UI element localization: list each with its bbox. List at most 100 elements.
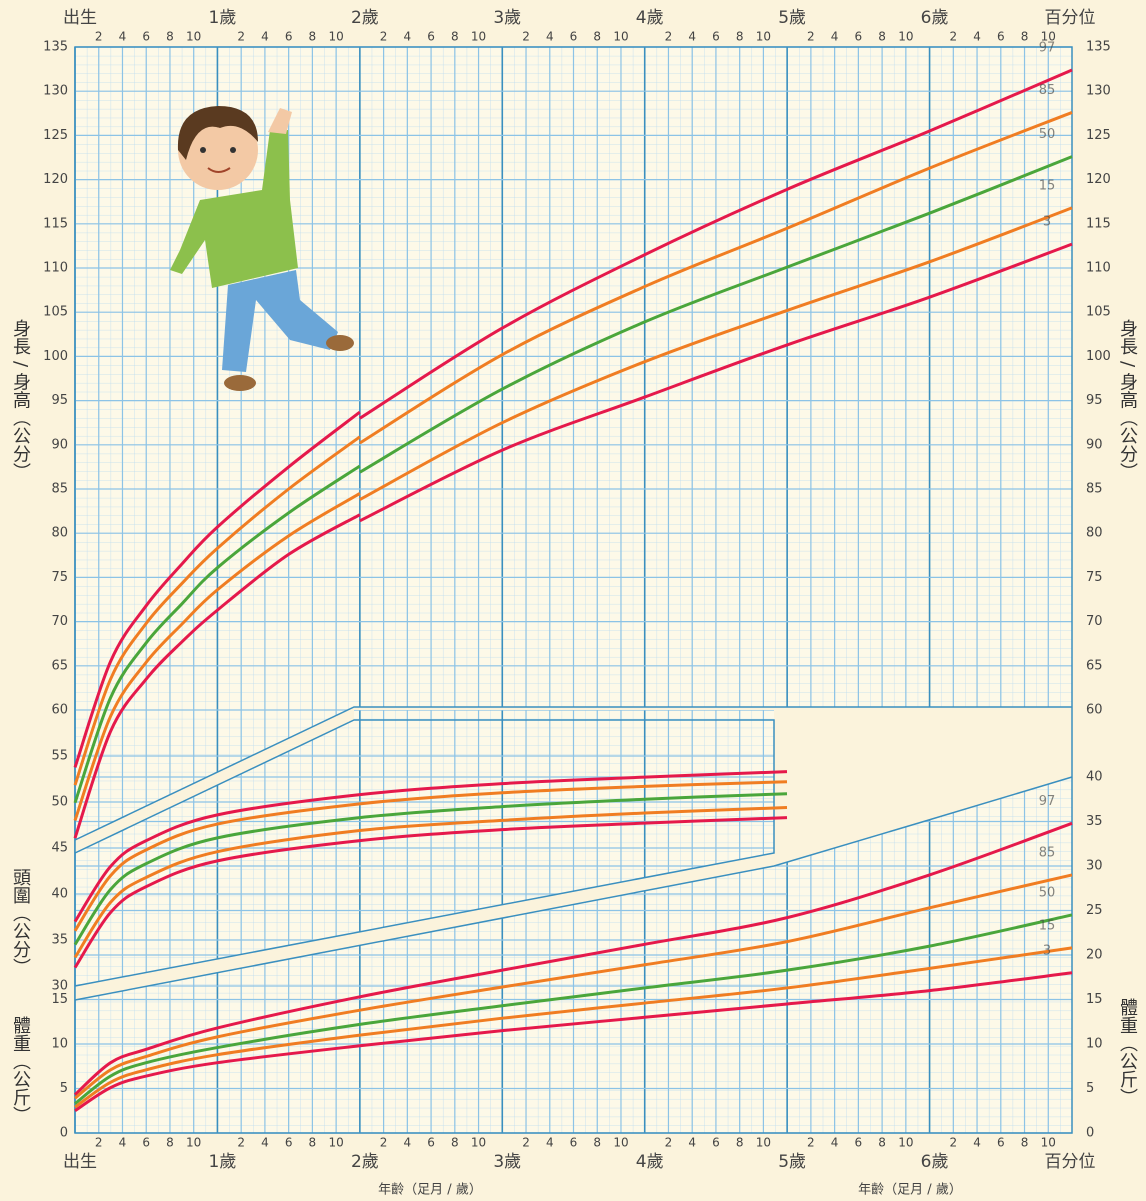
y-tick-label: 75 [51,570,68,585]
y-axis-title: 頭圍（公分） [10,868,31,976]
y-tick-label: 10 [51,1037,68,1052]
y-tick-label: 50 [51,795,68,810]
x-minor-tick-label: 6 [712,1136,720,1150]
x-minor-tick-label: 10 [613,30,628,44]
y-tick-label: 80 [1086,526,1103,541]
x-minor-tick-label: 8 [736,1136,744,1150]
legend-title: 百分位 [1045,8,1096,28]
series-label: 3 [1043,215,1051,230]
x-minor-tick-label: 6 [855,1136,863,1150]
x-minor-tick-label: 2 [380,30,388,44]
x-minor-tick-label: 8 [878,30,886,44]
x-minor-tick-label: 4 [404,30,412,44]
percentile-curve [73,806,788,959]
x-minor-tick-label: 6 [427,30,435,44]
x-minor-tick-label: 4 [119,30,127,44]
percentile-curve [73,780,788,932]
series-label: 15 [1039,178,1056,193]
x-minor-tick-label: 10 [328,1136,343,1150]
x-minor-tick-label: 8 [451,30,459,44]
x-minor-tick-label: 10 [471,1136,486,1150]
y-tick-label: 70 [51,614,68,629]
y-tick-label: 60 [1086,703,1103,718]
y-tick-label: 95 [1086,393,1103,408]
y-tick-label: 105 [1086,305,1111,320]
x-minor-tick-label: 2 [380,1136,388,1150]
x-tick-label: 出生 [63,1152,97,1172]
legend-title: 百分位 [1045,1152,1096,1172]
x-tick-label: 1歲 [209,8,237,28]
y-tick-label: 85 [1086,482,1103,497]
x-minor-tick-label: 6 [427,1136,435,1150]
x-minor-tick-label: 10 [1041,1136,1056,1150]
x-minor-tick-label: 10 [186,30,201,44]
y-axis-title: 身長 / 身高（公分） [10,319,31,481]
y-tick-label: 90 [1086,437,1103,452]
y-tick-label: 5 [60,1081,68,1096]
x-minor-tick-label: 2 [95,1136,103,1150]
series-label: 97 [1039,40,1056,55]
x-minor-tick-label: 2 [237,30,245,44]
y-tick-label: 85 [51,482,68,497]
y-tick-label: 35 [51,933,68,948]
x-minor-tick-label: 10 [613,1136,628,1150]
x-minor-tick-label: 2 [95,30,103,44]
series-label: 50 [1039,127,1056,142]
series-label: 3 [1043,943,1051,958]
x-minor-tick-label: 4 [831,1136,839,1150]
x-tick-label: 6歲 [921,1152,949,1172]
y-tick-label: 125 [1086,128,1111,143]
x-minor-tick-label: 6 [285,30,293,44]
x-minor-tick-label: 2 [949,1136,957,1150]
x-minor-tick-label: 8 [309,30,317,44]
percentile-curve [73,816,788,969]
x-tick-label: 2歲 [351,1152,379,1172]
x-minor-tick-label: 6 [285,1136,293,1150]
y-tick-label: 100 [43,349,68,364]
percentile-curve [73,242,1073,839]
percentile-curve [74,913,1073,1105]
y-tick-label: 5 [1086,1081,1094,1096]
y-tick-label: 0 [60,1126,68,1141]
y-tick-label: 115 [1086,216,1111,231]
x-minor-tick-label: 4 [261,1136,269,1150]
x-tick-label: 5歲 [778,8,806,28]
percentile-curve [73,111,1073,786]
x-minor-tick-label: 2 [949,30,957,44]
y-tick-label: 30 [51,979,68,994]
percentile-curve [73,155,1073,804]
series-label: 85 [1039,845,1056,860]
x-minor-tick-label: 2 [807,30,815,44]
y-tick-label: 40 [1086,770,1103,785]
x-minor-tick-label: 8 [451,1136,459,1150]
x-minor-tick-label: 4 [688,30,696,44]
y-tick-label: 95 [51,393,68,408]
percentile-curve [74,946,1073,1109]
x-tick-label: 出生 [63,8,97,28]
y-tick-label: 75 [1086,570,1103,585]
percentile-curve [73,68,1073,768]
y-tick-label: 115 [43,216,68,231]
x-minor-tick-label: 6 [570,30,578,44]
y-tick-label: 125 [43,128,68,143]
x-minor-tick-label: 6 [712,30,720,44]
y-tick-label: 110 [43,261,68,276]
x-minor-tick-label: 8 [736,30,744,44]
percentile-curve [73,821,1073,1096]
x-minor-tick-label: 6 [855,30,863,44]
x-minor-tick-label: 10 [898,30,913,44]
y-tick-label: 100 [1086,349,1111,364]
series-label: 85 [1039,83,1056,98]
y-tick-label: 90 [51,437,68,452]
x-minor-tick-label: 6 [997,1136,1005,1150]
x-minor-tick-label: 4 [119,1136,127,1150]
y-tick-label: 120 [43,172,68,187]
x-axis-title: 年齡（足月 / 歲） [378,1183,482,1198]
x-minor-tick-label: 6 [142,1136,150,1150]
y-tick-label: 60 [51,703,68,718]
x-minor-tick-label: 8 [1021,30,1029,44]
x-minor-tick-label: 4 [973,30,981,44]
y-tick-label: 80 [51,526,68,541]
x-minor-tick-label: 8 [166,30,174,44]
